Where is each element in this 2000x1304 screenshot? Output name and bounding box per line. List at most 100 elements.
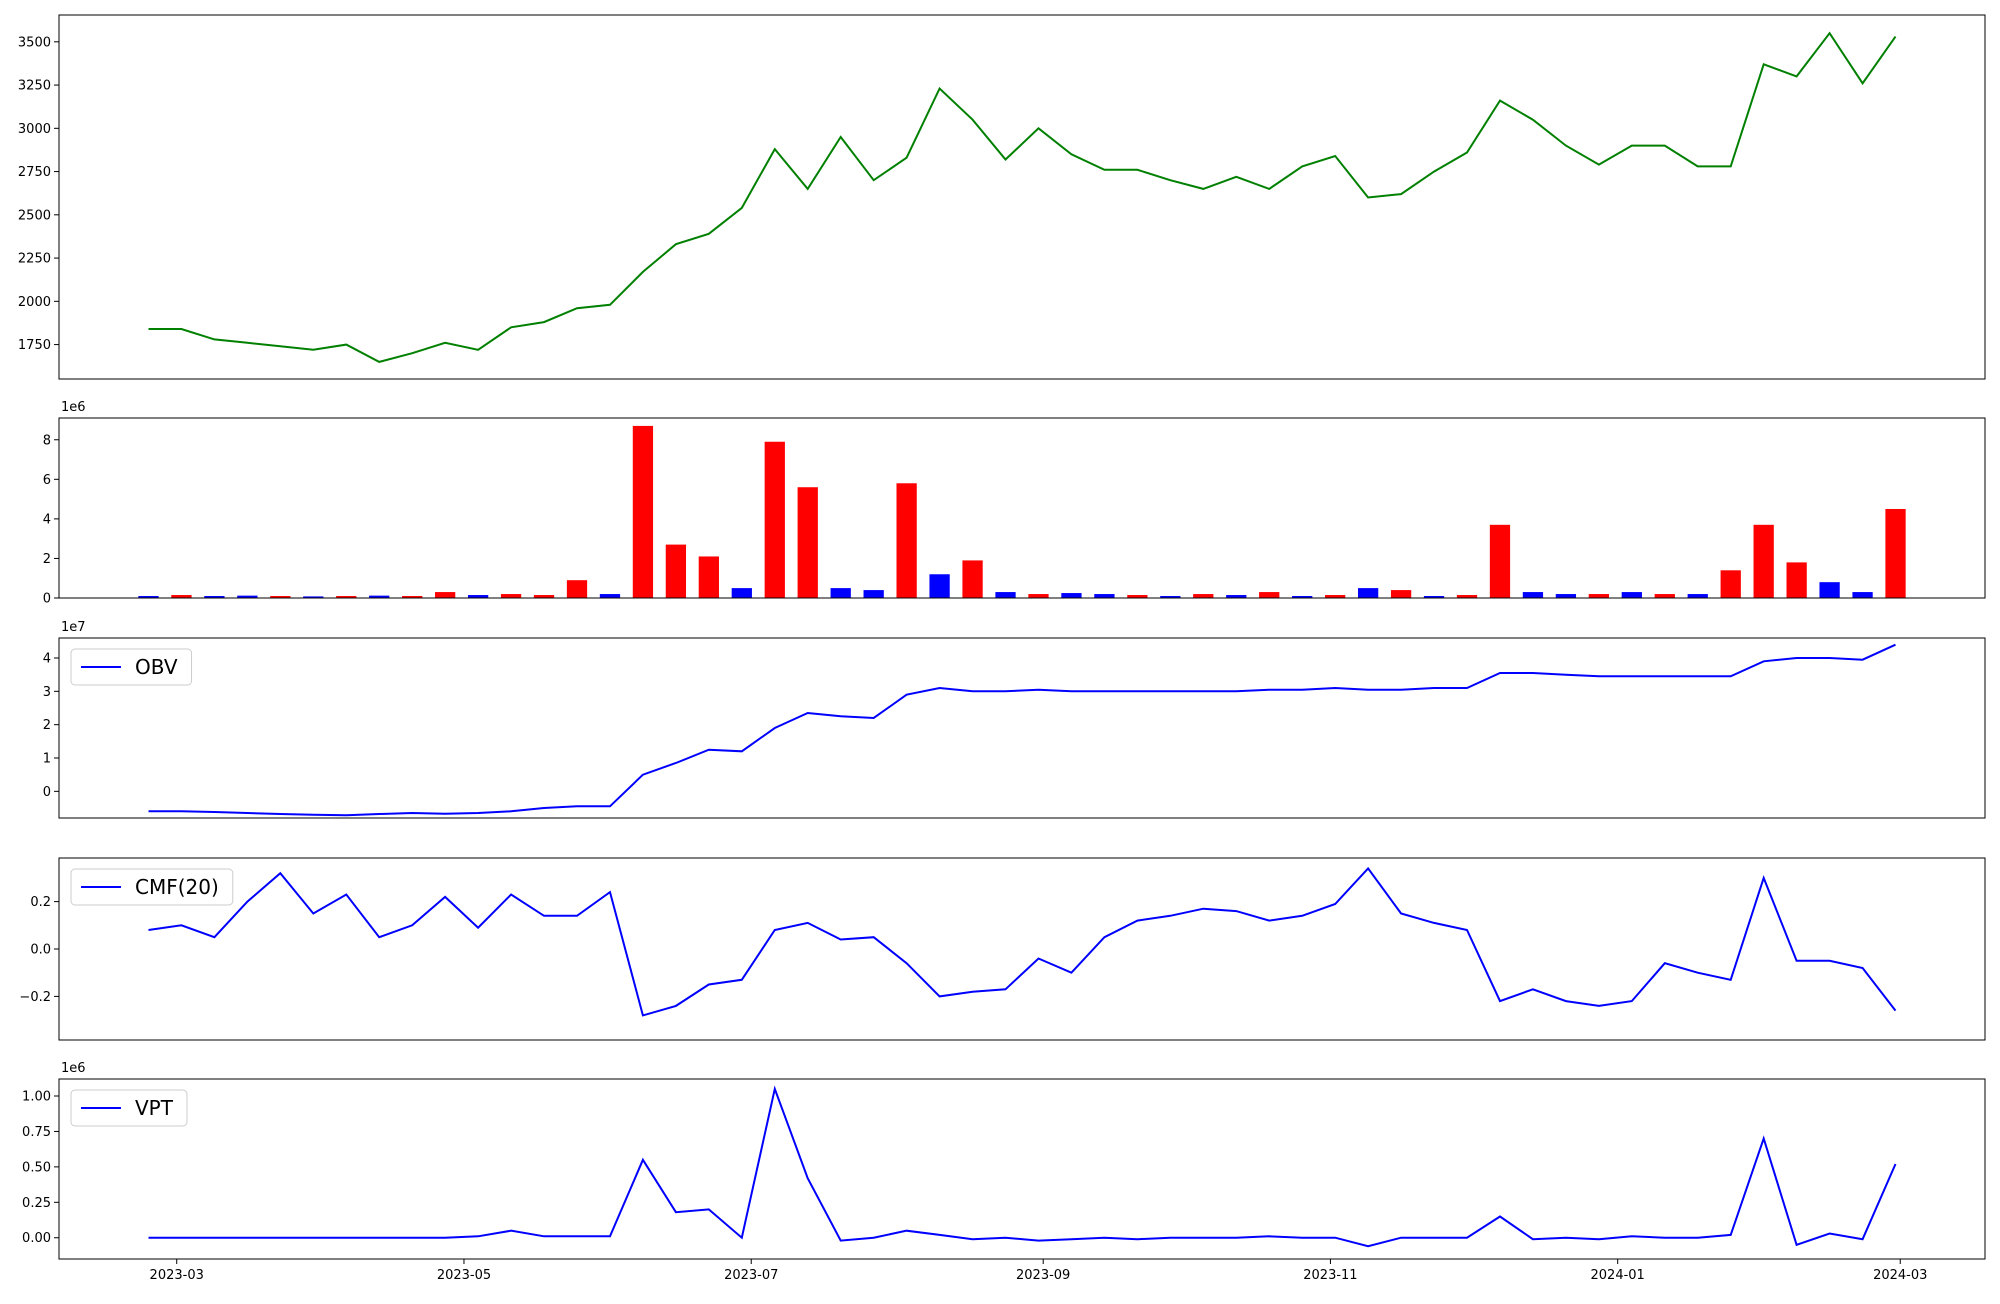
bar [797, 487, 818, 598]
bar [1588, 594, 1609, 598]
y-tick-label: 3 [43, 685, 51, 700]
bar [171, 595, 192, 598]
bar [896, 483, 917, 598]
bar [1160, 596, 1181, 598]
x-tick-label: 2024-03 [1873, 1268, 1927, 1283]
legend-box [70, 1089, 188, 1127]
y-tick-label: 0 [43, 785, 51, 800]
bar [1522, 592, 1544, 598]
bar [1094, 594, 1115, 598]
bar [1687, 594, 1708, 598]
legend-label: VPT [135, 1096, 174, 1120]
axes-frame [58, 1078, 1986, 1260]
y-tick-label: 0 [43, 592, 51, 607]
axes-frame [58, 14, 1986, 380]
line [148, 866, 1897, 1017]
y-tick-label: −0.2 [19, 990, 51, 1005]
y-tick-label: 4 [43, 652, 51, 667]
bar [731, 588, 752, 598]
bar [698, 556, 719, 598]
y-tick-label: 0.0 [30, 943, 51, 958]
bar [1753, 524, 1774, 598]
legend-box [70, 648, 193, 686]
y-tick-label: 2500 [18, 208, 51, 223]
offset-text: 1e6 [61, 1061, 86, 1076]
bar [1226, 595, 1247, 598]
y-tick-label: 0.50 [22, 1160, 51, 1175]
legend-label: CMF(20) [135, 875, 219, 899]
y-tick-label: 0.75 [22, 1125, 51, 1140]
y-tick-label: 8 [43, 433, 51, 448]
bar [1456, 595, 1478, 598]
bar [962, 560, 983, 598]
bar [1555, 594, 1577, 598]
bar [435, 592, 456, 598]
bar [1259, 592, 1280, 598]
line [148, 643, 1896, 817]
y-tick-label: 1.00 [22, 1090, 51, 1105]
x-tick-label: 2023-03 [150, 1268, 204, 1283]
plot-area [138, 425, 1906, 598]
bar [665, 544, 687, 598]
bar [1654, 594, 1675, 598]
y-tick-label: 0.00 [22, 1231, 51, 1246]
bar [1061, 593, 1082, 598]
bar [1193, 594, 1214, 598]
x-tick-label: 2023-05 [437, 1268, 491, 1283]
y-tick-label: 2000 [18, 295, 51, 310]
y-tick-label: 3000 [18, 122, 51, 137]
y-tick-label: 2 [43, 552, 51, 567]
legend: CMF(20) [70, 868, 234, 906]
bar [1423, 596, 1445, 598]
axes-frame [58, 417, 1986, 599]
plot-area [148, 643, 1896, 817]
line [148, 31, 1897, 363]
y-tick-label: 0.25 [22, 1196, 51, 1211]
bar [336, 596, 357, 598]
y-tick-label: 3500 [18, 35, 51, 50]
x-tick-label: 2024-01 [1591, 1268, 1645, 1283]
bar [500, 594, 522, 598]
bar [1357, 588, 1379, 598]
y-tick-label: 6 [43, 473, 51, 488]
bar [237, 595, 258, 598]
bar [204, 596, 225, 598]
y-tick-label: 2250 [18, 252, 51, 267]
bar [1885, 508, 1906, 598]
legend-box [70, 868, 234, 906]
plot-area [148, 1085, 1897, 1248]
bar [1621, 592, 1642, 598]
y-tick-label: 3250 [18, 79, 51, 94]
bar [533, 595, 555, 598]
bar [369, 595, 390, 598]
bar [1786, 562, 1807, 598]
plot-area [148, 866, 1897, 1017]
bar [566, 580, 588, 598]
x-tick-label: 2023-07 [724, 1268, 778, 1283]
bar [929, 574, 950, 598]
bar [1292, 596, 1313, 598]
y-tick-label: 2 [43, 718, 51, 733]
bar [863, 590, 884, 598]
bar [1720, 570, 1741, 598]
bar [1852, 592, 1873, 598]
bar [995, 592, 1016, 598]
y-tick-label: 2750 [18, 165, 51, 180]
bar [1819, 582, 1840, 598]
bar [764, 441, 785, 598]
bar [830, 588, 851, 598]
bar [467, 595, 489, 598]
legend: VPT [70, 1089, 188, 1127]
y-tick-label: 1 [43, 752, 51, 767]
legend: OBV [70, 648, 193, 686]
y-tick-label: 1750 [18, 338, 51, 353]
bar [1028, 594, 1049, 598]
plot-area [148, 31, 1897, 363]
line [148, 1085, 1897, 1248]
x-tick-label: 2023-09 [1016, 1268, 1070, 1283]
y-tick-label: 4 [43, 512, 51, 527]
offset-text: 1e6 [61, 400, 86, 415]
bar [138, 596, 159, 598]
x-tick-label: 2023-11 [1303, 1268, 1357, 1283]
